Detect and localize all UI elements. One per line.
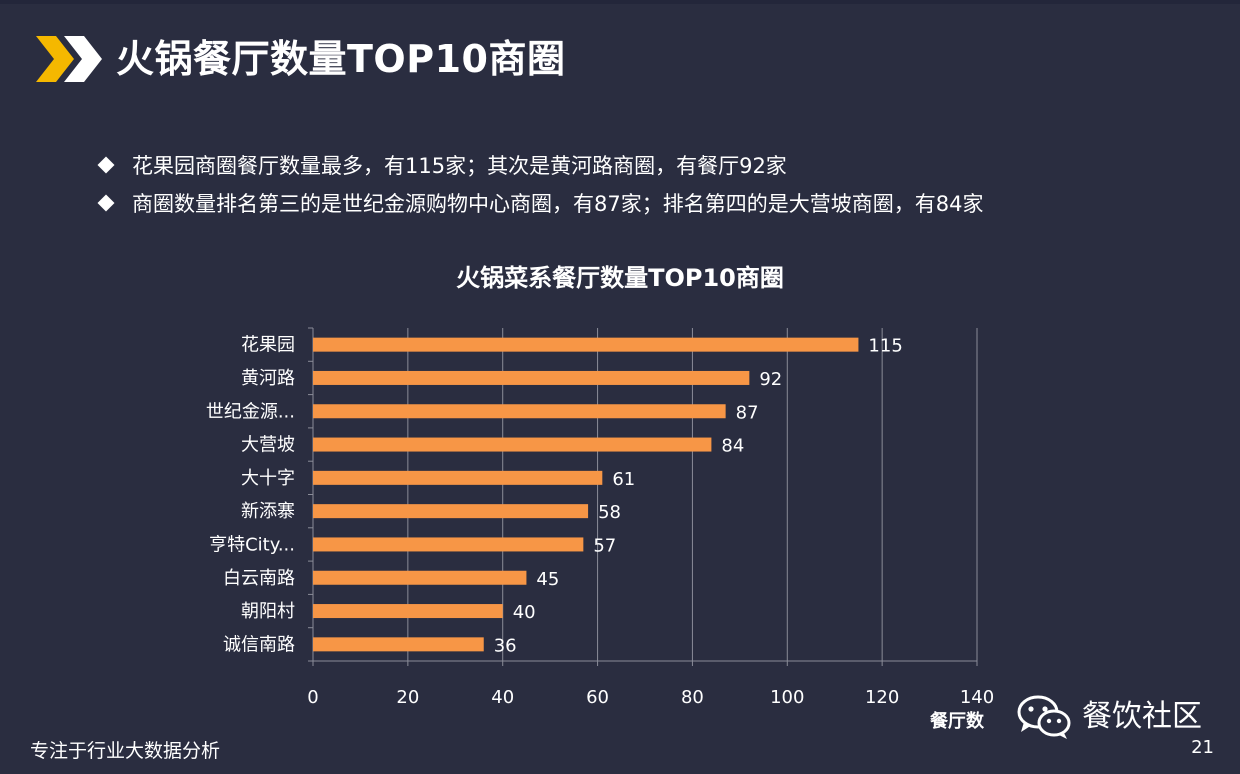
data-label: 61 xyxy=(612,469,635,490)
bar xyxy=(313,637,484,652)
slide-title: 火锅餐厅数量TOP10商圈 xyxy=(116,37,566,81)
category-label: 朝阳村 xyxy=(241,601,295,622)
category-label: 花果园 xyxy=(241,335,295,356)
watermark: 餐饮社区 xyxy=(1016,694,1202,740)
bar xyxy=(313,537,584,552)
bar xyxy=(313,370,750,385)
bar xyxy=(313,470,603,485)
bullet-list: 花果园商圈餐厅数量最多，有115家；其次是黄河路商圈，有餐厅92家 商圈数量排名… xyxy=(96,146,1216,222)
data-label: 45 xyxy=(536,569,559,590)
double-chevron-icon xyxy=(36,36,102,82)
category-label: 世纪金源... xyxy=(206,401,295,422)
page-number: 21 xyxy=(1191,737,1214,758)
top-border xyxy=(0,0,1240,4)
bar xyxy=(313,570,527,585)
x-tick-label: 0 xyxy=(307,687,318,708)
bullet-text: 花果园商圈餐厅数量最多，有115家；其次是黄河路商圈，有餐厅92家 xyxy=(132,154,787,178)
wechat-icon xyxy=(1017,695,1071,739)
data-label: 58 xyxy=(598,502,621,523)
category-label: 诚信南路 xyxy=(223,634,295,655)
x-tick-label: 80 xyxy=(681,687,704,708)
data-label: 36 xyxy=(494,635,517,656)
x-tick-label: 40 xyxy=(491,687,514,708)
category-label: 白云南路 xyxy=(223,568,295,589)
bar xyxy=(313,337,859,352)
bar xyxy=(313,437,712,452)
chart-title: 火锅菜系餐厅数量TOP10商圈 xyxy=(456,264,784,292)
bar xyxy=(313,404,726,419)
bar xyxy=(313,504,589,519)
category-label: 大十字 xyxy=(241,468,295,489)
x-tick-label: 140 xyxy=(960,687,994,708)
category-label: 亨特City... xyxy=(209,534,295,555)
data-label: 115 xyxy=(868,336,902,357)
footer-tagline: 专注于行业大数据分析 xyxy=(30,740,221,762)
data-label: 92 xyxy=(759,369,782,390)
category-label: 大营坡 xyxy=(241,435,295,456)
category-label: 新添寨 xyxy=(241,501,295,522)
data-label: 57 xyxy=(593,535,616,556)
bar xyxy=(313,604,503,619)
bullet-item: 花果园商圈餐厅数量最多，有115家；其次是黄河路商圈，有餐厅92家 xyxy=(96,146,1216,184)
x-axis-title: 餐厅数 xyxy=(929,710,985,732)
watermark-text: 餐饮社区 xyxy=(1082,699,1202,734)
x-tick-label: 120 xyxy=(865,687,899,708)
x-tick-label: 60 xyxy=(586,687,609,708)
data-label: 87 xyxy=(736,402,759,423)
category-label: 黄河路 xyxy=(241,368,295,389)
data-label: 40 xyxy=(513,602,536,623)
data-label: 84 xyxy=(721,436,744,457)
bullet-item: 商圈数量排名第三的是世纪金源购物中心商圈，有87家；排名第四的是大营坡商圈，有8… xyxy=(96,184,1216,222)
x-tick-label: 100 xyxy=(770,687,804,708)
x-tick-label: 20 xyxy=(396,687,419,708)
bullet-text: 商圈数量排名第三的是世纪金源购物中心商圈，有87家；排名第四的是大营坡商圈，有8… xyxy=(132,192,984,216)
